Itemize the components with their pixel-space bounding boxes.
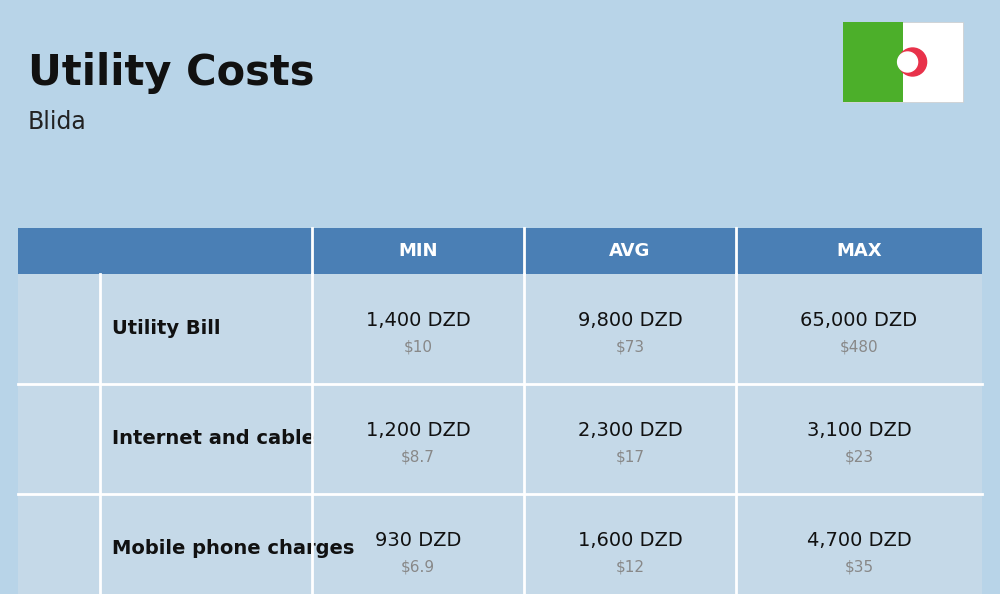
Text: $6.9: $6.9 <box>401 560 435 574</box>
FancyBboxPatch shape <box>18 494 982 594</box>
Text: 3,100 DZD: 3,100 DZD <box>807 422 911 441</box>
Text: $35: $35 <box>844 560 874 574</box>
FancyBboxPatch shape <box>18 384 982 494</box>
Text: $23: $23 <box>844 450 874 465</box>
Text: $73: $73 <box>615 340 645 355</box>
Text: $8.7: $8.7 <box>401 450 435 465</box>
Text: $480: $480 <box>840 340 878 355</box>
Text: Utility Bill: Utility Bill <box>112 320 220 339</box>
Text: 1,400 DZD: 1,400 DZD <box>366 311 470 330</box>
Text: 2,300 DZD: 2,300 DZD <box>578 422 682 441</box>
Circle shape <box>898 52 918 72</box>
FancyBboxPatch shape <box>18 274 982 384</box>
FancyBboxPatch shape <box>843 22 963 102</box>
Text: 4,700 DZD: 4,700 DZD <box>807 532 911 551</box>
Text: AVG: AVG <box>609 242 651 260</box>
Text: Mobile phone charges: Mobile phone charges <box>112 539 354 558</box>
FancyBboxPatch shape <box>843 22 903 102</box>
Text: 65,000 DZD: 65,000 DZD <box>800 311 918 330</box>
Text: MAX: MAX <box>836 242 882 260</box>
Text: Utility Costs: Utility Costs <box>28 52 314 94</box>
FancyBboxPatch shape <box>18 228 982 274</box>
Text: $17: $17 <box>616 450 644 465</box>
Text: Internet and cable: Internet and cable <box>112 429 315 448</box>
Text: ★: ★ <box>917 57 926 67</box>
Text: 1,600 DZD: 1,600 DZD <box>578 532 682 551</box>
Text: $10: $10 <box>404 340 432 355</box>
Text: 930 DZD: 930 DZD <box>375 532 461 551</box>
Text: $12: $12 <box>616 560 644 574</box>
Text: Blida: Blida <box>28 110 87 134</box>
Text: 9,800 DZD: 9,800 DZD <box>578 311 682 330</box>
Text: MIN: MIN <box>398 242 438 260</box>
Circle shape <box>899 48 927 76</box>
Text: 1,200 DZD: 1,200 DZD <box>366 422 470 441</box>
